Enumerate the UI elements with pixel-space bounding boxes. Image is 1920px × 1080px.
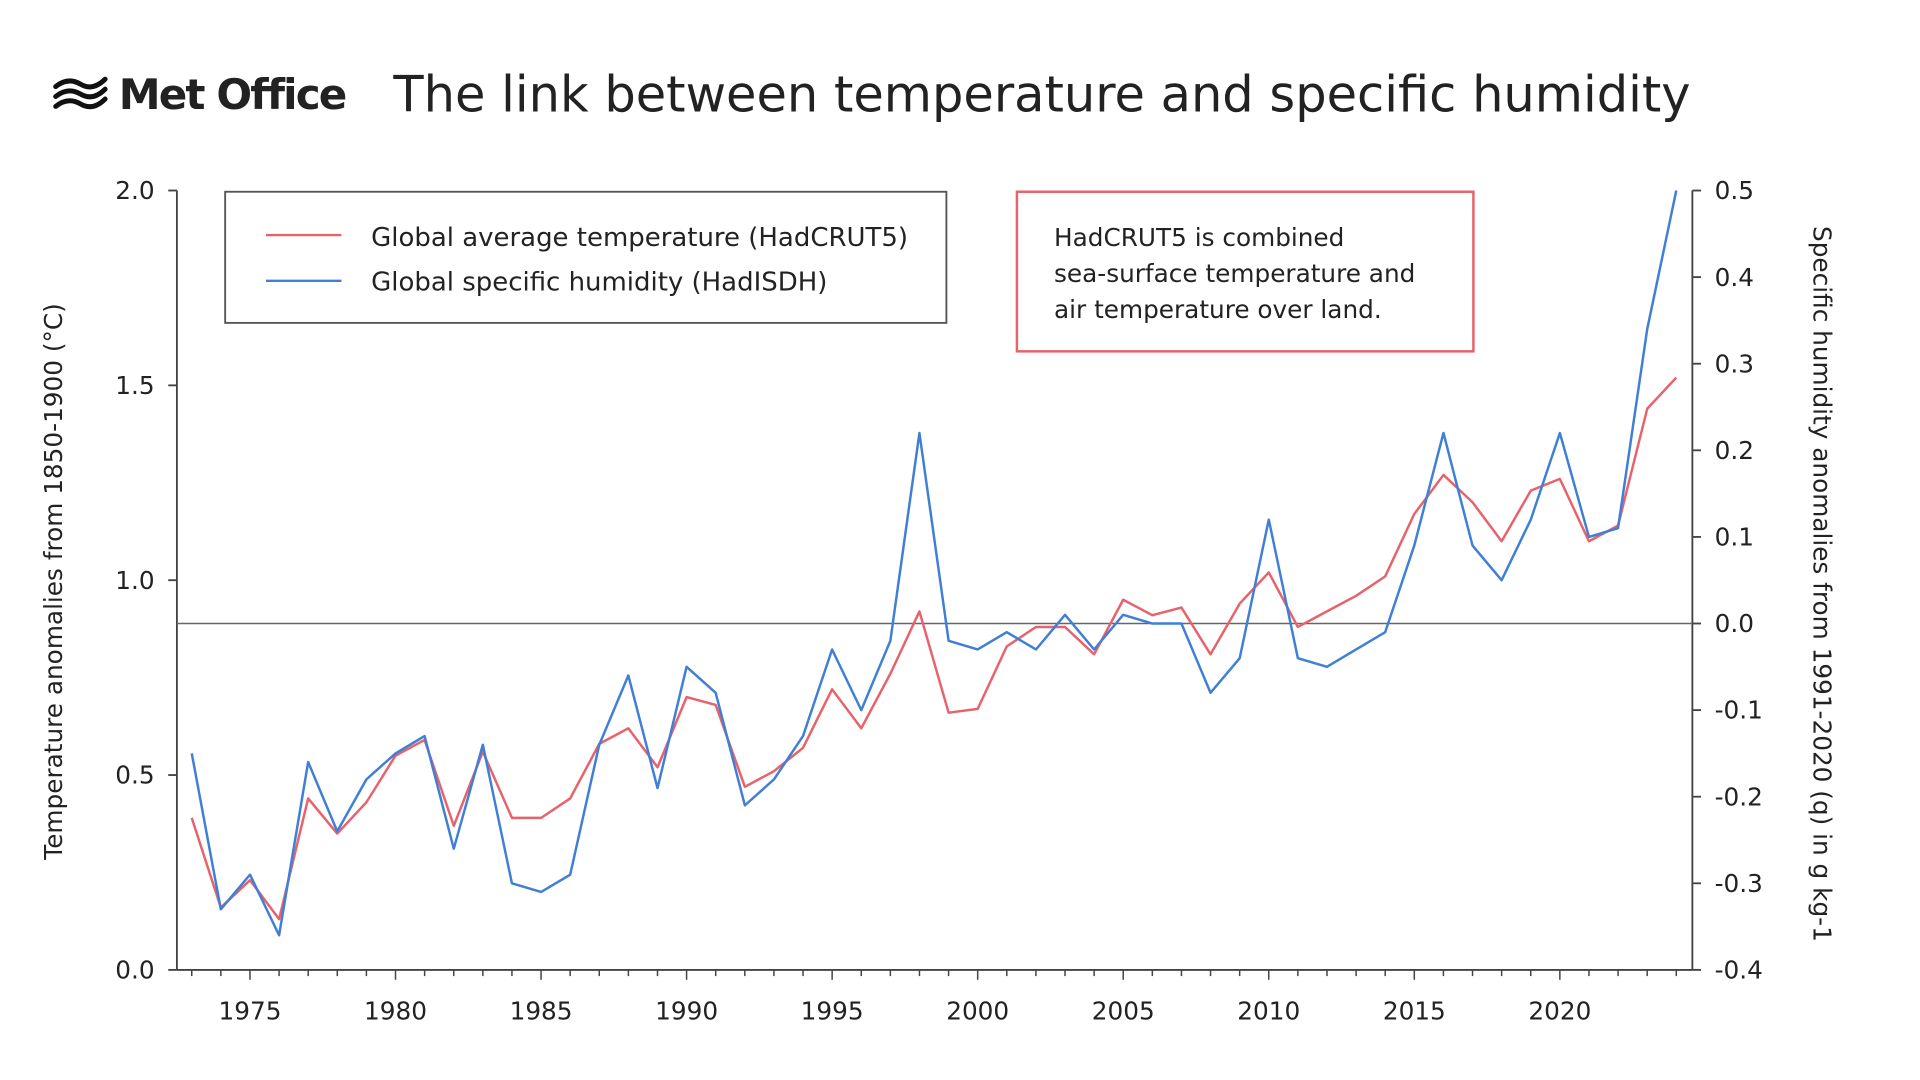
x-tick-label: 1990 bbox=[655, 996, 718, 1025]
y2-tick-label: -0.3 bbox=[1715, 869, 1763, 898]
legend-label-humidity: Global specific humidity (HadISDH) bbox=[371, 268, 827, 298]
wave-icon bbox=[53, 76, 108, 110]
x-tick-label: 1995 bbox=[801, 996, 864, 1025]
x-tick-label: 2000 bbox=[946, 996, 1009, 1025]
x-tick-label: 1975 bbox=[218, 996, 281, 1025]
y2-tick-label: 0.4 bbox=[1715, 263, 1754, 292]
y2-tick-label: -0.4 bbox=[1715, 956, 1763, 985]
x-tick-label: 1980 bbox=[364, 996, 427, 1025]
x-tick-label: 2015 bbox=[1383, 996, 1446, 1025]
met-office-logo: Met Office bbox=[53, 70, 348, 119]
annotation-border bbox=[1015, 190, 1475, 353]
x-tick-label: 2005 bbox=[1092, 996, 1155, 1025]
y2-tick-label: -0.1 bbox=[1715, 696, 1763, 725]
y-tick-label: 2.0 bbox=[115, 176, 154, 205]
y-tick-label: 0.0 bbox=[115, 956, 154, 985]
y2-tick-label: 0.2 bbox=[1715, 436, 1754, 465]
chart-title: The link between temperature and specifi… bbox=[392, 65, 1690, 123]
y-tick-label: 1.0 bbox=[115, 566, 154, 595]
y2-tick-label: 0.1 bbox=[1715, 523, 1754, 552]
y2-axis-label: Specific humidity anomalies from 1991-20… bbox=[1808, 226, 1837, 942]
humidity-series-line bbox=[190, 190, 1678, 937]
x-tick-label: 1985 bbox=[510, 996, 573, 1025]
legend-box bbox=[224, 190, 948, 324]
annotation-line-3: air temperature over land. bbox=[1054, 295, 1382, 324]
y2-tick-label: 0.0 bbox=[1715, 609, 1754, 638]
annotation-line-1: HadCRUT5 is combined bbox=[1054, 223, 1344, 252]
logo-text: Met Office bbox=[119, 70, 346, 119]
legend-label-temperature: Global average temperature (HadCRUT5) bbox=[371, 223, 908, 253]
y-tick-label: 1.5 bbox=[115, 371, 154, 400]
y-tick-label: 0.5 bbox=[115, 761, 154, 790]
legend: Global average temperature (HadCRUT5) Gl… bbox=[224, 190, 948, 324]
annotation-box: HadCRUT5 is combined sea-surface tempera… bbox=[1015, 190, 1475, 353]
x-tick-label: 2020 bbox=[1528, 996, 1591, 1025]
temperature-series-line bbox=[190, 376, 1678, 921]
x-tick-label: 2010 bbox=[1237, 996, 1300, 1025]
y2-tick-label: 0.3 bbox=[1715, 349, 1754, 378]
y-axis-label: Temperature anomalies from 1850-1900 (°C… bbox=[39, 303, 68, 861]
y2-tick-label: -0.2 bbox=[1715, 782, 1763, 811]
annotation-line-2: sea-surface temperature and bbox=[1054, 259, 1415, 288]
y2-tick-label: 0.5 bbox=[1715, 176, 1754, 205]
